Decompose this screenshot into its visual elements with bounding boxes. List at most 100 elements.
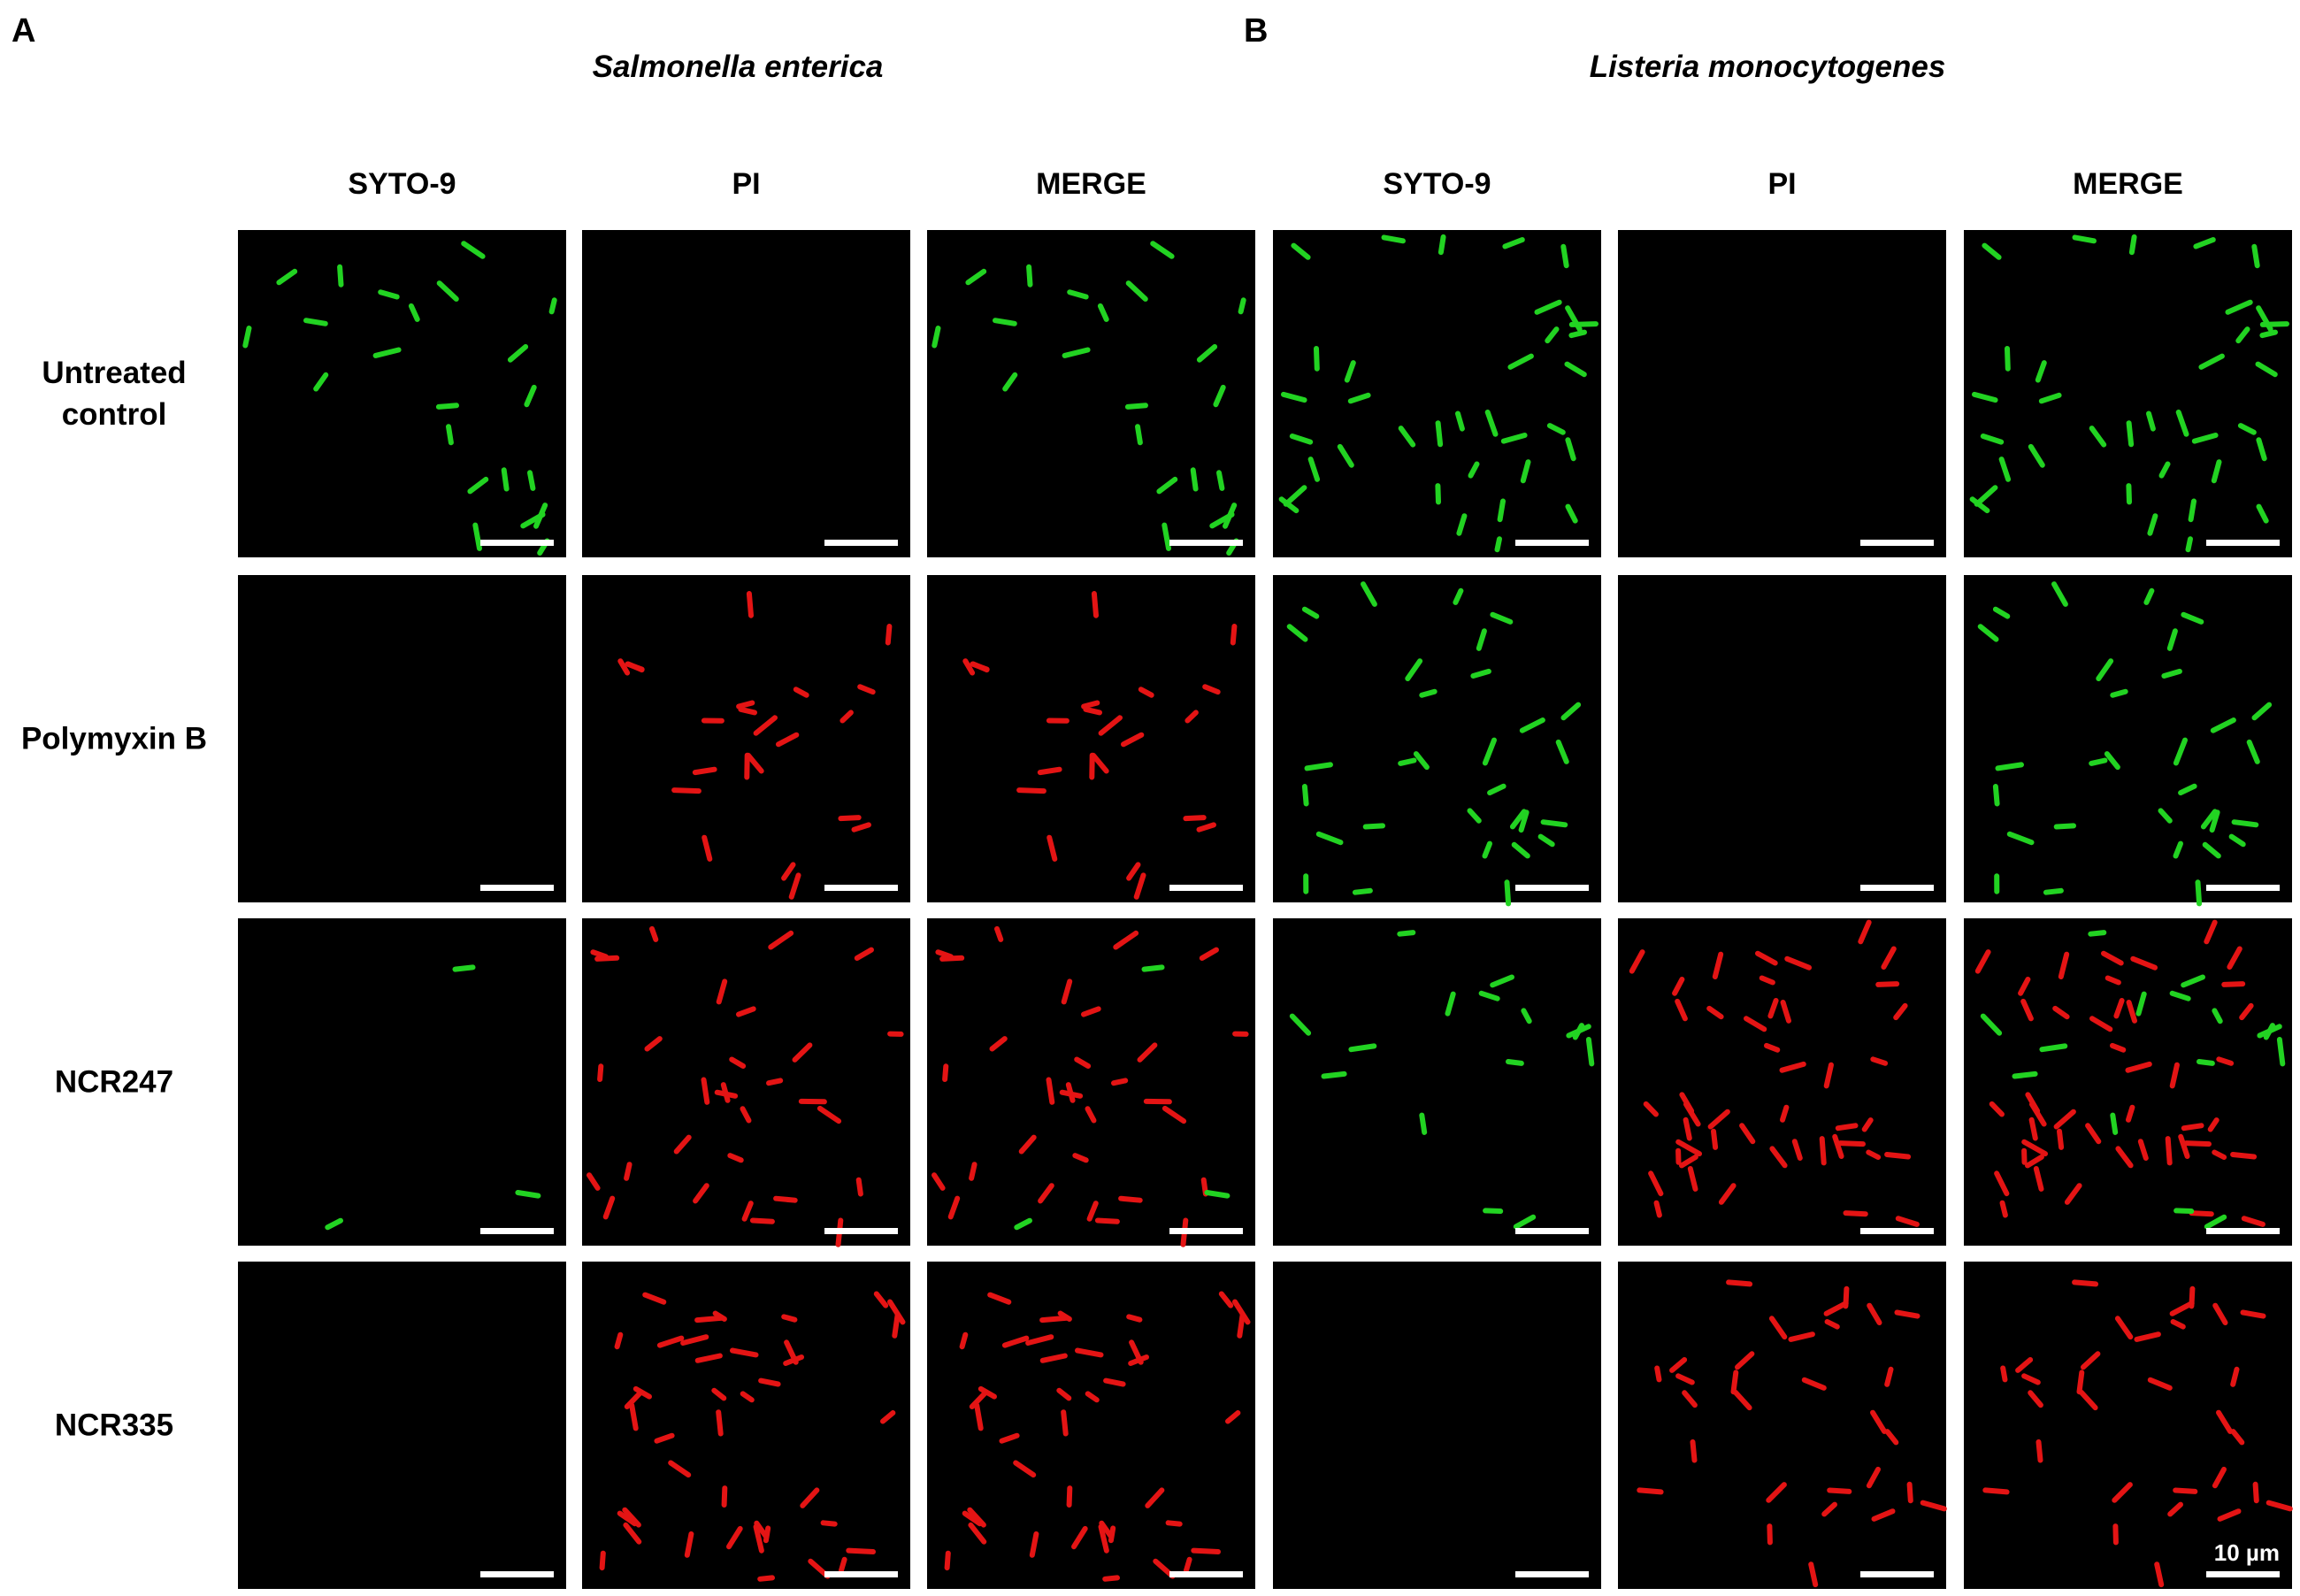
green-cell xyxy=(1566,1024,1591,1039)
red-cell xyxy=(1202,684,1221,695)
red-cell xyxy=(838,815,862,822)
green-cell xyxy=(1344,360,1356,383)
red-cell xyxy=(947,1195,961,1220)
green-cell xyxy=(1361,581,1377,607)
red-cell xyxy=(2173,1487,2198,1494)
red-cell xyxy=(2033,1166,2044,1192)
green-cell xyxy=(2181,974,2205,988)
green-cell xyxy=(2255,361,2278,378)
green-cell xyxy=(1398,757,1417,766)
green-cell xyxy=(2126,420,2135,448)
red-cell xyxy=(2126,1000,2137,1024)
green-cell xyxy=(408,303,420,322)
green-cell xyxy=(1289,434,1314,445)
green-cell xyxy=(1490,974,1514,988)
red-cell xyxy=(2207,1117,2220,1132)
green-cell xyxy=(2259,321,2289,327)
scale-bar xyxy=(2206,540,2280,546)
green-cell xyxy=(2181,611,2204,625)
green-cell xyxy=(1982,242,2002,260)
green-cell xyxy=(1518,810,1530,833)
micrograph xyxy=(927,1262,1255,1589)
red-cell xyxy=(673,1134,692,1155)
micrograph xyxy=(927,230,1255,557)
micrograph-background xyxy=(1964,1262,2292,1589)
green-cell xyxy=(2196,1059,2215,1066)
red-cell xyxy=(2137,1139,2149,1161)
red-cell xyxy=(1001,1335,1030,1348)
red-cell xyxy=(1711,1128,1719,1150)
green-cell xyxy=(1204,1190,1230,1199)
red-cell xyxy=(1137,1042,1158,1063)
red-cell xyxy=(2178,1133,2190,1159)
red-cell xyxy=(969,1162,978,1181)
red-cell xyxy=(2025,1092,2041,1114)
green-cell xyxy=(2212,1008,2223,1024)
green-cell xyxy=(1398,426,1416,448)
red-cell xyxy=(2125,1061,2152,1073)
red-cell xyxy=(2052,1005,2070,1020)
green-cell xyxy=(378,289,400,300)
micrograph-background xyxy=(238,918,566,1246)
green-cell xyxy=(1135,424,1143,446)
red-cell xyxy=(2112,1482,2133,1503)
red-cell xyxy=(2183,1140,2212,1147)
red-cell xyxy=(642,1292,667,1305)
red-cell xyxy=(2057,1128,2065,1150)
panel-title: Salmonella enterica xyxy=(592,50,884,84)
red-cell xyxy=(625,661,645,673)
green-cell xyxy=(1281,391,1307,403)
scale-bar xyxy=(1169,1571,1243,1577)
green-cell xyxy=(2028,443,2045,468)
green-cell xyxy=(2175,409,2189,437)
micrograph-background xyxy=(1273,575,1601,902)
green-cell xyxy=(2039,1043,2068,1053)
micrograph-background xyxy=(927,918,1255,1246)
red-cell xyxy=(1056,1387,1072,1401)
green-cell xyxy=(435,403,459,410)
red-cell xyxy=(1819,1136,1827,1166)
red-cell xyxy=(1982,1487,2010,1495)
green-cell xyxy=(2235,326,2250,344)
red-cell xyxy=(793,687,809,698)
micrograph xyxy=(1273,918,1601,1246)
green-cell xyxy=(2204,1214,2227,1230)
green-cell xyxy=(1141,964,1165,972)
red-cell xyxy=(1099,1520,1114,1539)
red-cell xyxy=(1683,1116,1692,1141)
red-cell xyxy=(2227,946,2242,970)
scale-bar xyxy=(1860,540,1934,546)
green-cell xyxy=(2193,237,2216,249)
red-cell xyxy=(671,787,702,794)
green-cell xyxy=(2185,536,2193,553)
micrograph xyxy=(1273,1262,1601,1589)
green-cell xyxy=(1565,503,1578,524)
red-cell xyxy=(1824,1319,1840,1330)
red-cell xyxy=(1081,700,1100,710)
micrograph-background xyxy=(1618,918,1946,1246)
red-cell xyxy=(1791,1139,1803,1161)
red-cell xyxy=(1230,624,1238,646)
red-cell xyxy=(1837,1140,1866,1147)
green-cell xyxy=(2178,783,2197,796)
micrograph-background xyxy=(582,575,910,902)
red-cell xyxy=(1094,1217,1120,1224)
green-cell xyxy=(303,318,328,326)
micrograph xyxy=(238,575,566,902)
red-cell xyxy=(1682,1390,1698,1408)
red-cell xyxy=(2130,955,2158,971)
green-cell xyxy=(1998,457,2012,482)
red-cell xyxy=(1827,1487,1852,1494)
red-cell xyxy=(590,949,609,960)
green-cell xyxy=(325,1217,343,1231)
green-cell xyxy=(1315,831,1344,846)
red-cell xyxy=(851,822,871,833)
green-cell xyxy=(965,268,987,286)
red-cell xyxy=(766,1078,784,1086)
micrograph-background xyxy=(1273,918,1601,1246)
green-cell xyxy=(2089,757,2108,766)
micrograph-background xyxy=(1273,1262,1601,1589)
scale-bar xyxy=(2206,885,2280,891)
red-cell xyxy=(968,1522,987,1545)
red-cell xyxy=(2015,1357,2034,1373)
